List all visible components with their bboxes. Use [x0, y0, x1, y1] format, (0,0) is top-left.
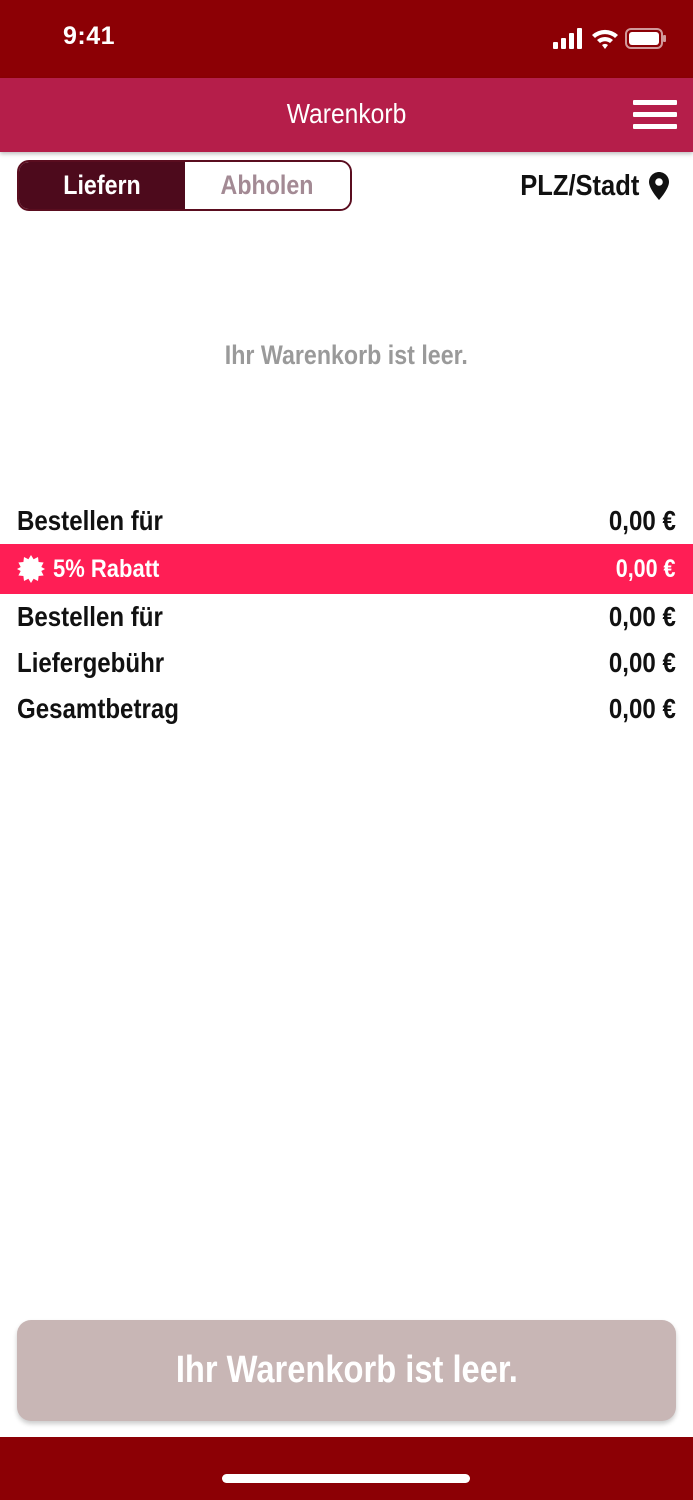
summary-row-order-total: Bestellen für 0,00 € [0, 594, 693, 640]
wifi-icon [592, 29, 618, 49]
page-title: Warenkorb [286, 98, 407, 129]
status-bar: 9:41 [0, 0, 693, 78]
app-header: Warenkorb [0, 78, 693, 152]
summary-label: Gesamtbetrag [17, 693, 179, 724]
discount-badge-icon [17, 555, 45, 583]
discount-label: 5% Rabatt [53, 554, 160, 583]
home-indicator[interactable] [222, 1474, 470, 1483]
location-selector[interactable]: PLZ/Stadt [504, 166, 669, 206]
toggle-liefern[interactable]: Liefern [19, 162, 185, 209]
signal-icon [553, 28, 582, 49]
summary-value: 0,00 € [609, 601, 676, 632]
summary-row-discount: 5% Rabatt 0,00 € [0, 544, 693, 594]
toggle-abholen[interactable]: Abholen [184, 162, 350, 209]
order-summary: Bestellen für 0,00 € 5% Rabatt 0,00 € Be… [0, 498, 693, 732]
summary-row-grand-total: Gesamtbetrag 0,00 € [0, 686, 693, 732]
hamburger-menu-icon[interactable] [631, 98, 679, 132]
checkout-button[interactable]: Ihr Warenkorb ist leer. [17, 1320, 676, 1421]
summary-value: 0,00 € [609, 693, 676, 724]
status-icons [553, 28, 667, 50]
discount-value: 0,00 € [616, 554, 676, 583]
summary-value: 0,00 € [609, 647, 676, 678]
location-pin-icon [649, 172, 669, 200]
checkout-button-label: Ihr Warenkorb ist leer. [175, 1349, 518, 1391]
summary-value: 0,00 € [609, 505, 676, 536]
summary-label: Liefergebühr [17, 647, 165, 678]
location-label: PLZ/Stadt [519, 169, 639, 202]
summary-row-subtotal: Bestellen für 0,00 € [0, 498, 693, 544]
delivery-mode-toggle: Liefern Abholen [17, 160, 352, 211]
summary-label: Bestellen für [17, 505, 163, 536]
summary-row-delivery-fee: Liefergebühr 0,00 € [0, 640, 693, 686]
status-time: 9:41 [63, 22, 116, 50]
empty-cart-message: Ihr Warenkorb ist leer. [224, 340, 469, 370]
battery-icon [625, 28, 666, 49]
bottom-bar [0, 1437, 693, 1500]
summary-label: Bestellen für [17, 601, 163, 632]
